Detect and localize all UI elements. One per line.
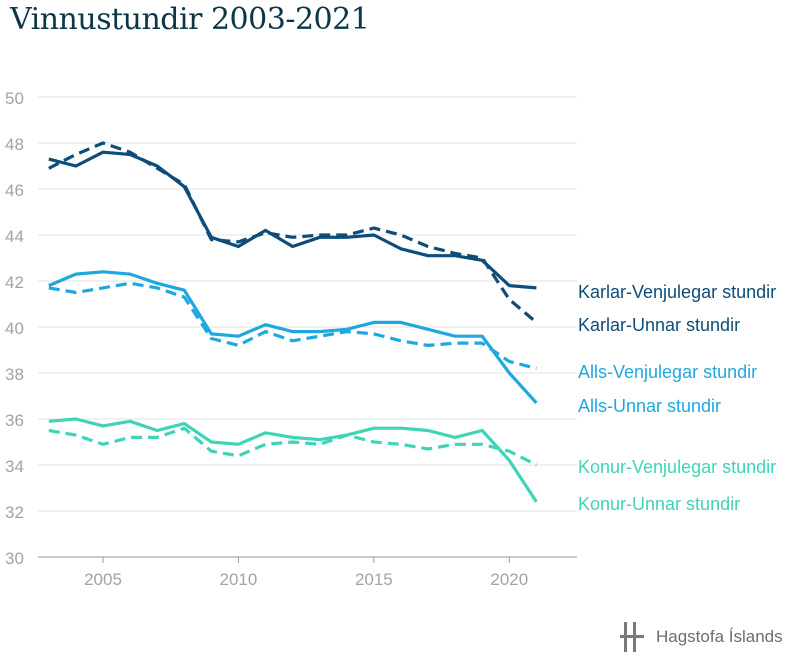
x-tick-label: 2015 — [355, 570, 393, 589]
y-tick-label: 32 — [5, 503, 24, 522]
series-label: Alls-Unnar stundir — [578, 396, 721, 416]
y-tick-label: 48 — [5, 135, 24, 154]
series-line — [48, 270, 538, 404]
brand-footer: Hagstofa Íslands — [620, 620, 783, 654]
series-label: Konur-Venjulegar stundir — [578, 457, 776, 477]
x-tick-label: 2005 — [84, 570, 122, 589]
series-lines — [48, 141, 538, 503]
y-tick-label: 36 — [5, 411, 24, 430]
x-axis: 2005 2010 2015 2020 — [84, 557, 528, 589]
y-tick-label: 40 — [5, 319, 24, 338]
series-label: Karlar-Unnar stundir — [578, 315, 740, 335]
x-tick-label: 2020 — [490, 570, 528, 589]
series-line — [48, 426, 538, 467]
gridlines — [38, 96, 577, 558]
y-tick-label: 42 — [5, 273, 24, 292]
brand-name: Hagstofa Íslands — [656, 627, 783, 646]
y-tick-label: 38 — [5, 365, 24, 384]
x-tick-label: 2010 — [220, 570, 258, 589]
chart-title: Vinnustundir 2003-2021 — [10, 2, 370, 37]
series-line — [48, 150, 537, 290]
series-label: Alls-Venjulegar stundir — [578, 362, 757, 382]
series-labels: Karlar-Venjulegar stundir Karlar-Unnar st… — [578, 282, 776, 514]
y-tick-label: 34 — [5, 457, 24, 476]
y-tick-label: 44 — [5, 227, 24, 246]
series-line — [48, 281, 537, 370]
y-tick-label: 30 — [5, 549, 24, 568]
hagstofa-logo-icon — [620, 622, 644, 652]
series-label: Konur-Unnar stundir — [578, 494, 740, 514]
y-tick-label: 50 — [5, 89, 24, 108]
series-line — [48, 417, 538, 503]
y-tick-label: 46 — [5, 181, 24, 200]
series-label: Karlar-Venjulegar stundir — [578, 282, 776, 302]
y-axis: 30 32 34 36 38 40 42 44 46 48 50 — [5, 89, 24, 568]
series-line — [48, 141, 538, 324]
